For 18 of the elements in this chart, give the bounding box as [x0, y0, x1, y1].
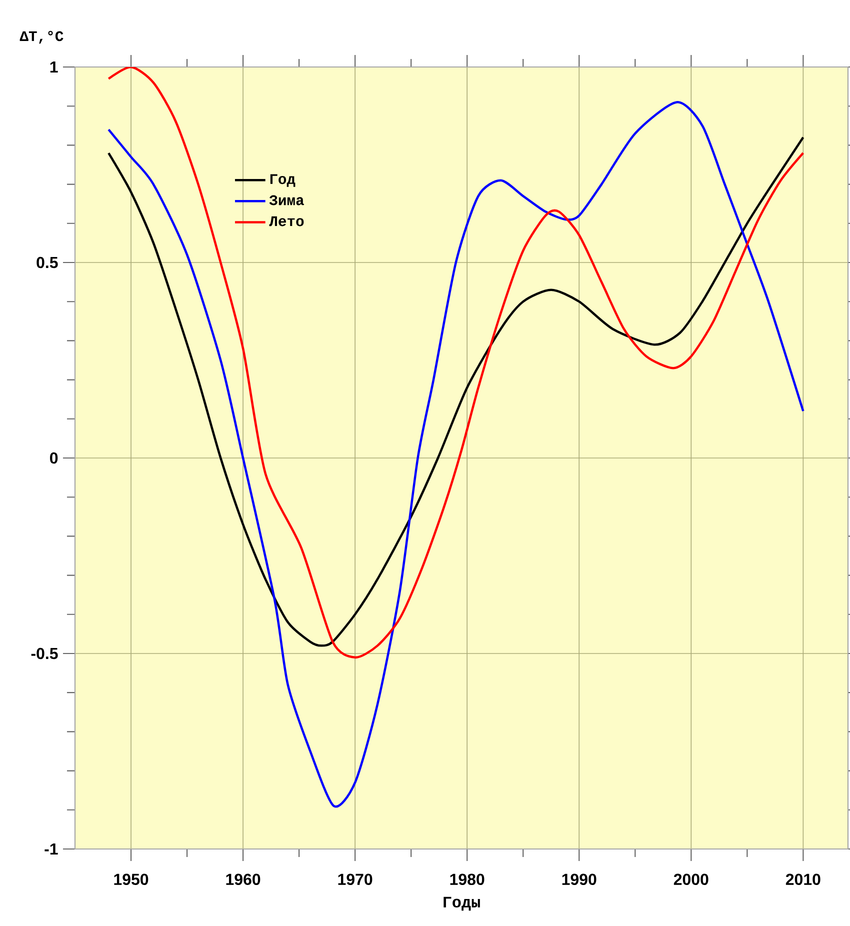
x-tick-label: 1970: [338, 874, 372, 886]
x-tick-label: 2000: [674, 874, 708, 886]
legend-label: Зима: [269, 195, 304, 206]
x-tick-label: 1980: [450, 874, 484, 886]
x-tick-label: 1990: [562, 874, 596, 886]
legend-label: Год: [270, 174, 296, 187]
y-tick-label: -1: [44, 844, 58, 854]
y-tick-label: -0.5: [31, 648, 58, 660]
y-tick-label: 0: [50, 452, 58, 464]
line-series: [107, 101, 804, 808]
x-tick-label: 2010: [786, 874, 820, 886]
y-tick-label: 0.5: [36, 256, 58, 268]
x-axis-title: Годы: [444, 896, 480, 911]
y-tick-label: 1: [50, 62, 58, 73]
legend-label: Лето: [269, 216, 304, 226]
x-tick-label: 1950: [114, 874, 148, 886]
y-axis-title: ΔT,°C: [20, 30, 64, 44]
x-tick-label: 1960: [226, 874, 260, 886]
